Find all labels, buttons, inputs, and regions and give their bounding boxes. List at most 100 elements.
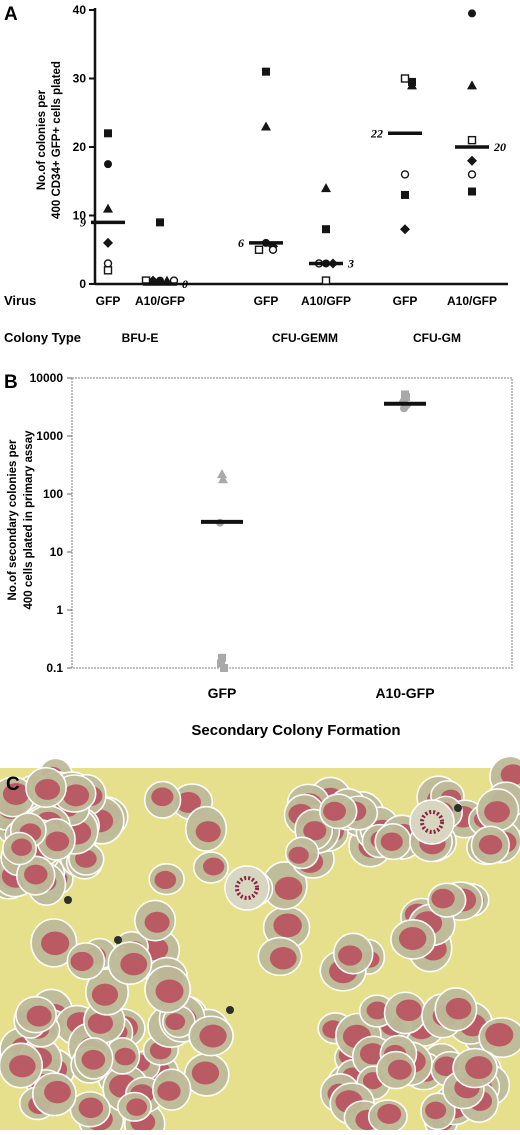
cell-nucleus (120, 952, 148, 976)
cell-nucleus (269, 947, 297, 970)
median-label: 0 (182, 277, 188, 291)
cell-nucleus (500, 764, 520, 786)
cell-nucleus (431, 888, 455, 909)
cell-nucleus (445, 997, 472, 1020)
data-point (218, 474, 228, 484)
cell-nucleus (26, 1005, 52, 1027)
cell-nucleus (2, 783, 30, 805)
cell-nucleus (288, 846, 309, 864)
data-point (217, 469, 227, 479)
data-point (468, 187, 476, 196)
data-point (103, 259, 113, 268)
data-point (398, 394, 408, 404)
data-point (104, 129, 112, 138)
colony-type-bfu-e: BFU-E (122, 331, 159, 345)
data-point (321, 183, 331, 193)
cell-nucleus (62, 784, 90, 807)
colony-type-cfu-gemm: CFU-GEMM (272, 331, 338, 345)
data-point (104, 160, 112, 169)
cell-nucleus (70, 951, 94, 972)
y-tick-label: 10 (50, 545, 64, 559)
y-tick-label: 0 (79, 277, 86, 291)
colony-type-row-label: Colony Type (4, 330, 81, 345)
cell-nucleus (24, 864, 48, 885)
panel-a-label: A (4, 4, 18, 25)
cell-nucleus (175, 791, 201, 813)
data-point (103, 266, 113, 275)
cell-nucleus (465, 1056, 493, 1079)
cell-nucleus (387, 1059, 412, 1080)
data-point (468, 9, 476, 18)
data-point (467, 170, 477, 179)
median-label: 20 (493, 140, 506, 154)
y-tick-label: 1 (56, 603, 63, 617)
y-tick-label: 20 (73, 140, 87, 154)
dark-granule (64, 896, 72, 904)
cell-nucleus (87, 1012, 114, 1034)
cell-nucleus (126, 1098, 148, 1116)
panel-b-ylabel-line1: No.of secondary colonies per (7, 439, 19, 601)
cell-nucleus (398, 927, 427, 951)
dark-granule (226, 1006, 234, 1014)
virus-label: A10/GFP (135, 294, 185, 308)
virus-row-label: Virus (4, 293, 36, 308)
cell-nucleus (359, 1043, 386, 1065)
cell-nucleus (151, 787, 174, 807)
mitotic-chromosomes (235, 876, 259, 900)
cell-nucleus (75, 849, 97, 868)
cell-nucleus (45, 831, 70, 852)
cell-nucleus (91, 983, 119, 1006)
data-point (220, 664, 228, 672)
median-label: 6 (238, 236, 244, 250)
data-point (467, 155, 477, 166)
cell-nucleus (191, 1061, 220, 1085)
panel-b-xlabel: Secondary Colony Formation (191, 722, 400, 739)
cell-nucleus (338, 945, 363, 966)
data-point (156, 218, 164, 227)
cell-nucleus (366, 1001, 389, 1020)
panel-b-chart: 0.1 1 10 100 1000 10000 GFP A10-GFP (30, 371, 513, 701)
cell-nucleus (380, 832, 403, 851)
cell-nucleus (395, 999, 422, 1022)
dark-granule (114, 936, 122, 944)
cell-nucleus (81, 1049, 106, 1070)
panel-c-label: C (6, 774, 20, 795)
y-tick-label: 1000 (36, 429, 63, 443)
data-point (322, 225, 330, 234)
y-tick-label: 40 (73, 3, 87, 17)
colony-type-cfu-gm: CFU-GM (413, 331, 461, 345)
data-point (103, 203, 113, 213)
data-point (400, 74, 410, 83)
cell-nucleus (484, 801, 510, 823)
data-point (402, 393, 410, 402)
data-point (217, 659, 225, 668)
virus-label: GFP (254, 294, 279, 308)
x-category-label: GFP (208, 685, 237, 701)
data-point (321, 276, 331, 285)
cell-nucleus (144, 911, 170, 933)
cell-nucleus (35, 778, 60, 800)
cell-nucleus (155, 979, 184, 1003)
panel-a-chart: 0 10 20 30 40 GFP 9 A10/GFP 0 GFP 6 A10/GFP 3 GFP 22 A1… (73, 3, 508, 308)
mitotic-cell (409, 799, 455, 845)
data-point (467, 135, 477, 145)
cell-nucleus (274, 876, 303, 900)
cell-nucleus (425, 1101, 447, 1120)
cell-nucleus (165, 1013, 186, 1030)
data-point (103, 237, 113, 248)
median-label: 3 (347, 256, 354, 270)
data-point (268, 245, 278, 254)
cell-nucleus (199, 1024, 227, 1048)
cell-nucleus (434, 1056, 458, 1077)
cell-nucleus (323, 801, 346, 821)
cell-nucleus (44, 1080, 71, 1104)
panel-a-ylabel-line1: No.of colonies per (36, 89, 48, 190)
data-point (467, 80, 477, 90)
panel-b-ylabel-line2: 400 cells plated in primary assay (23, 430, 35, 610)
data-point (218, 653, 226, 662)
cell-nucleus (478, 835, 503, 855)
cell-nucleus (78, 1097, 104, 1119)
virus-label: GFP (393, 294, 418, 308)
data-point (401, 190, 409, 199)
data-point (254, 245, 264, 254)
